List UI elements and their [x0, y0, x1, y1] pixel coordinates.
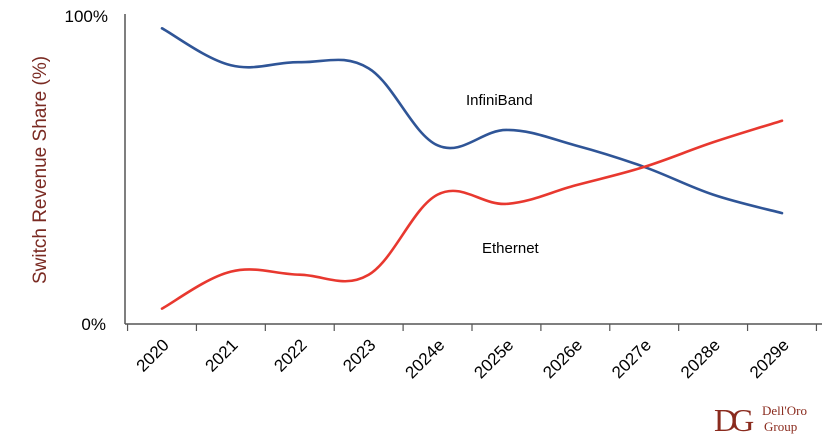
x-axis-tick-labels: 2020 2021 2022 2023 2024e 2025e 2026e 2027e 2028… — [133, 335, 793, 382]
logo-monogram: DG — [714, 402, 754, 438]
x-tick-label: 2027e — [608, 335, 655, 382]
x-axis-ticks — [126, 324, 818, 331]
x-tick-label: 2029e — [746, 335, 793, 382]
dell-oro-logo: DG Dell'Oro Group — [714, 402, 807, 438]
x-tick-label: 2021 — [202, 335, 242, 375]
x-tick-label: 2028e — [677, 335, 724, 382]
series-lines — [160, 27, 784, 310]
x-tick-label: 2023 — [339, 335, 379, 375]
series-label-infiniband: InfiniBand — [466, 92, 533, 109]
x-tick-label: 2026e — [539, 335, 586, 382]
y-tick-label: 100% — [65, 7, 108, 26]
y-tick-label: 0% — [81, 315, 106, 334]
x-tick-label: 2022 — [270, 335, 310, 375]
logo-line1: Dell'Oro — [762, 403, 807, 418]
x-tick-label: 2024e — [402, 335, 449, 382]
series-line-infiniband — [160, 27, 784, 215]
x-tick-label: 2025e — [470, 335, 517, 382]
series-line-ethernet — [160, 119, 784, 310]
series-label-ethernet: Ethernet — [482, 240, 540, 257]
y-axis-title: Switch Revenue Share (%) — [30, 56, 51, 284]
logo-line2: Group — [764, 419, 797, 434]
x-tick-label: 2020 — [133, 335, 173, 375]
